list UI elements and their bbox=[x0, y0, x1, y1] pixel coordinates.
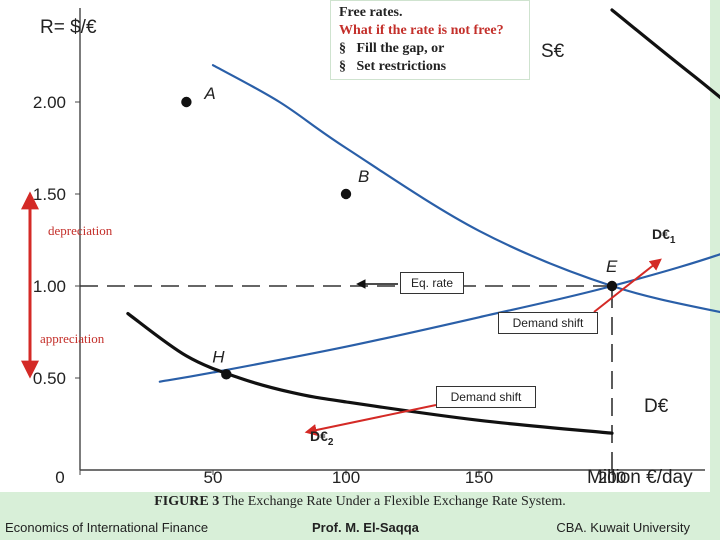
point-label-E: E bbox=[606, 257, 618, 276]
x-tick-label: 150 bbox=[465, 468, 493, 487]
y-axis-title: R= $/€ bbox=[40, 17, 97, 38]
point-label-B: B bbox=[358, 167, 369, 186]
demand-shift-right-arrow bbox=[593, 258, 662, 313]
d2-label-sub: 2 bbox=[327, 436, 334, 448]
callout-bullet-2-text: Set restrictions bbox=[356, 59, 447, 74]
footer-course: Economics of International Finance bbox=[5, 520, 209, 535]
d1-label-sub: 1 bbox=[669, 234, 676, 246]
appreciation-label: appreciation bbox=[40, 331, 105, 346]
callout-bullet-2: § Set restrictions bbox=[339, 58, 529, 76]
series-line-D2 bbox=[126, 312, 614, 435]
series-line-D1 bbox=[610, 8, 720, 100]
reference-lines bbox=[80, 285, 613, 470]
arrows-layer bbox=[21, 191, 662, 436]
demand-shift-box-2: Demand shift bbox=[436, 386, 536, 408]
points-layer: ABECHFG bbox=[181, 84, 618, 380]
point-B bbox=[340, 188, 352, 200]
supply-curve-label: S€ bbox=[541, 41, 565, 62]
point-label-A: A bbox=[203, 84, 215, 103]
x-tick-label: 200 bbox=[598, 468, 626, 487]
caption-figure-number: FIGURE 3 bbox=[154, 494, 220, 509]
bullet-icon: § bbox=[339, 41, 346, 56]
footer-institution: CBA. Kuwait University bbox=[556, 520, 690, 535]
plot-panel bbox=[0, 0, 710, 492]
d2-label-base: D€ bbox=[310, 428, 328, 444]
x-tick-label: 0 bbox=[55, 468, 64, 487]
callout-bullet-1-text: Fill the gap, or bbox=[356, 41, 445, 56]
series-line-S bbox=[158, 253, 720, 383]
demand-curve-label: D€ bbox=[644, 396, 669, 417]
series-line-D bbox=[211, 64, 720, 314]
x-tick-label: 50 bbox=[204, 468, 223, 487]
y-tick-label: 1.50 bbox=[33, 185, 66, 204]
point-A bbox=[181, 96, 192, 108]
bullet-icon: § bbox=[339, 59, 346, 74]
callout-bullet-1: § Fill the gap, or bbox=[339, 40, 529, 58]
d2-label: D€2 bbox=[310, 428, 333, 448]
demand-shift-left-arrow bbox=[304, 404, 437, 436]
axes-layer: 0501001502002503003500.501.001.502.00R= … bbox=[33, 8, 705, 488]
caption-text: The Exchange Rate Under a Flexible Excha… bbox=[219, 494, 566, 509]
demand-shift-text-1: Demand shift bbox=[512, 316, 584, 330]
x-axis-title: Million €/day bbox=[587, 467, 693, 488]
y-tick-label: 1.00 bbox=[33, 277, 66, 296]
eq-rate-box: Eq. rate bbox=[400, 272, 464, 294]
y-tick-label: 2.00 bbox=[33, 93, 66, 112]
free-rates-callout: Free rates. What if the rate is not free… bbox=[330, 0, 530, 80]
x-tick-label: 100 bbox=[332, 468, 360, 487]
eq-rate-text: Eq. rate bbox=[410, 276, 454, 290]
exchange-rate-chart: 0501001502002503003500.501.001.502.00R= … bbox=[21, 8, 720, 488]
callout-title: Free rates. bbox=[339, 5, 403, 20]
demand-shift-box-1: Demand shift bbox=[498, 312, 598, 334]
demand-shift-text-2: Demand shift bbox=[450, 390, 522, 404]
point-H bbox=[221, 369, 232, 380]
point-E bbox=[606, 280, 618, 292]
callout-question: What if the rate is not free? bbox=[339, 23, 504, 38]
y-tick-label: 0.50 bbox=[33, 369, 66, 388]
footer-bar: Economics of International Finance Prof.… bbox=[0, 515, 720, 540]
figure-caption: FIGURE 3 The Exchange Rate Under a Flexi… bbox=[0, 494, 720, 510]
point-label-H: H bbox=[212, 347, 225, 366]
d1-label-base: D€ bbox=[652, 226, 670, 242]
footer-author: Prof. M. El-Saqqa bbox=[312, 520, 419, 535]
d1-label: D€1 bbox=[652, 226, 675, 246]
depreciation-label: depreciation bbox=[48, 223, 113, 238]
